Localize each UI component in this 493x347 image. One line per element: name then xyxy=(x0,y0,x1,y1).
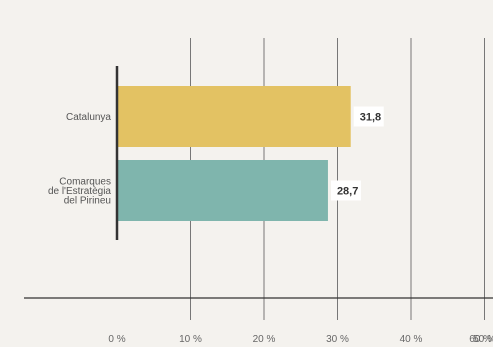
bar xyxy=(117,160,328,221)
x-tick-label: 60 % xyxy=(469,334,492,345)
value-label-bg xyxy=(330,180,361,201)
bar xyxy=(117,86,351,147)
category-label: Comarques de l'Estratègia del Pirineu xyxy=(48,177,111,207)
x-tick-label: 10 % xyxy=(179,334,202,345)
x-tick-label: 40 % xyxy=(400,334,423,345)
labels: 31,8 28,7 Catalunya Comarques de l'Estratègi… xyxy=(48,106,493,345)
x-tick-label: 20 % xyxy=(253,334,276,345)
x-tick-label: 0 % xyxy=(108,334,125,345)
bars xyxy=(117,86,351,221)
value-label-bg xyxy=(353,106,384,127)
gridlines xyxy=(190,38,485,320)
value-label: 28,7 xyxy=(337,186,358,198)
axes xyxy=(24,66,493,299)
x-tick-label: 50 % xyxy=(473,334,493,345)
category-label: Catalunya xyxy=(66,112,111,123)
value-label: 31,8 xyxy=(360,112,381,124)
x-tick-label: 30 % xyxy=(326,334,349,345)
